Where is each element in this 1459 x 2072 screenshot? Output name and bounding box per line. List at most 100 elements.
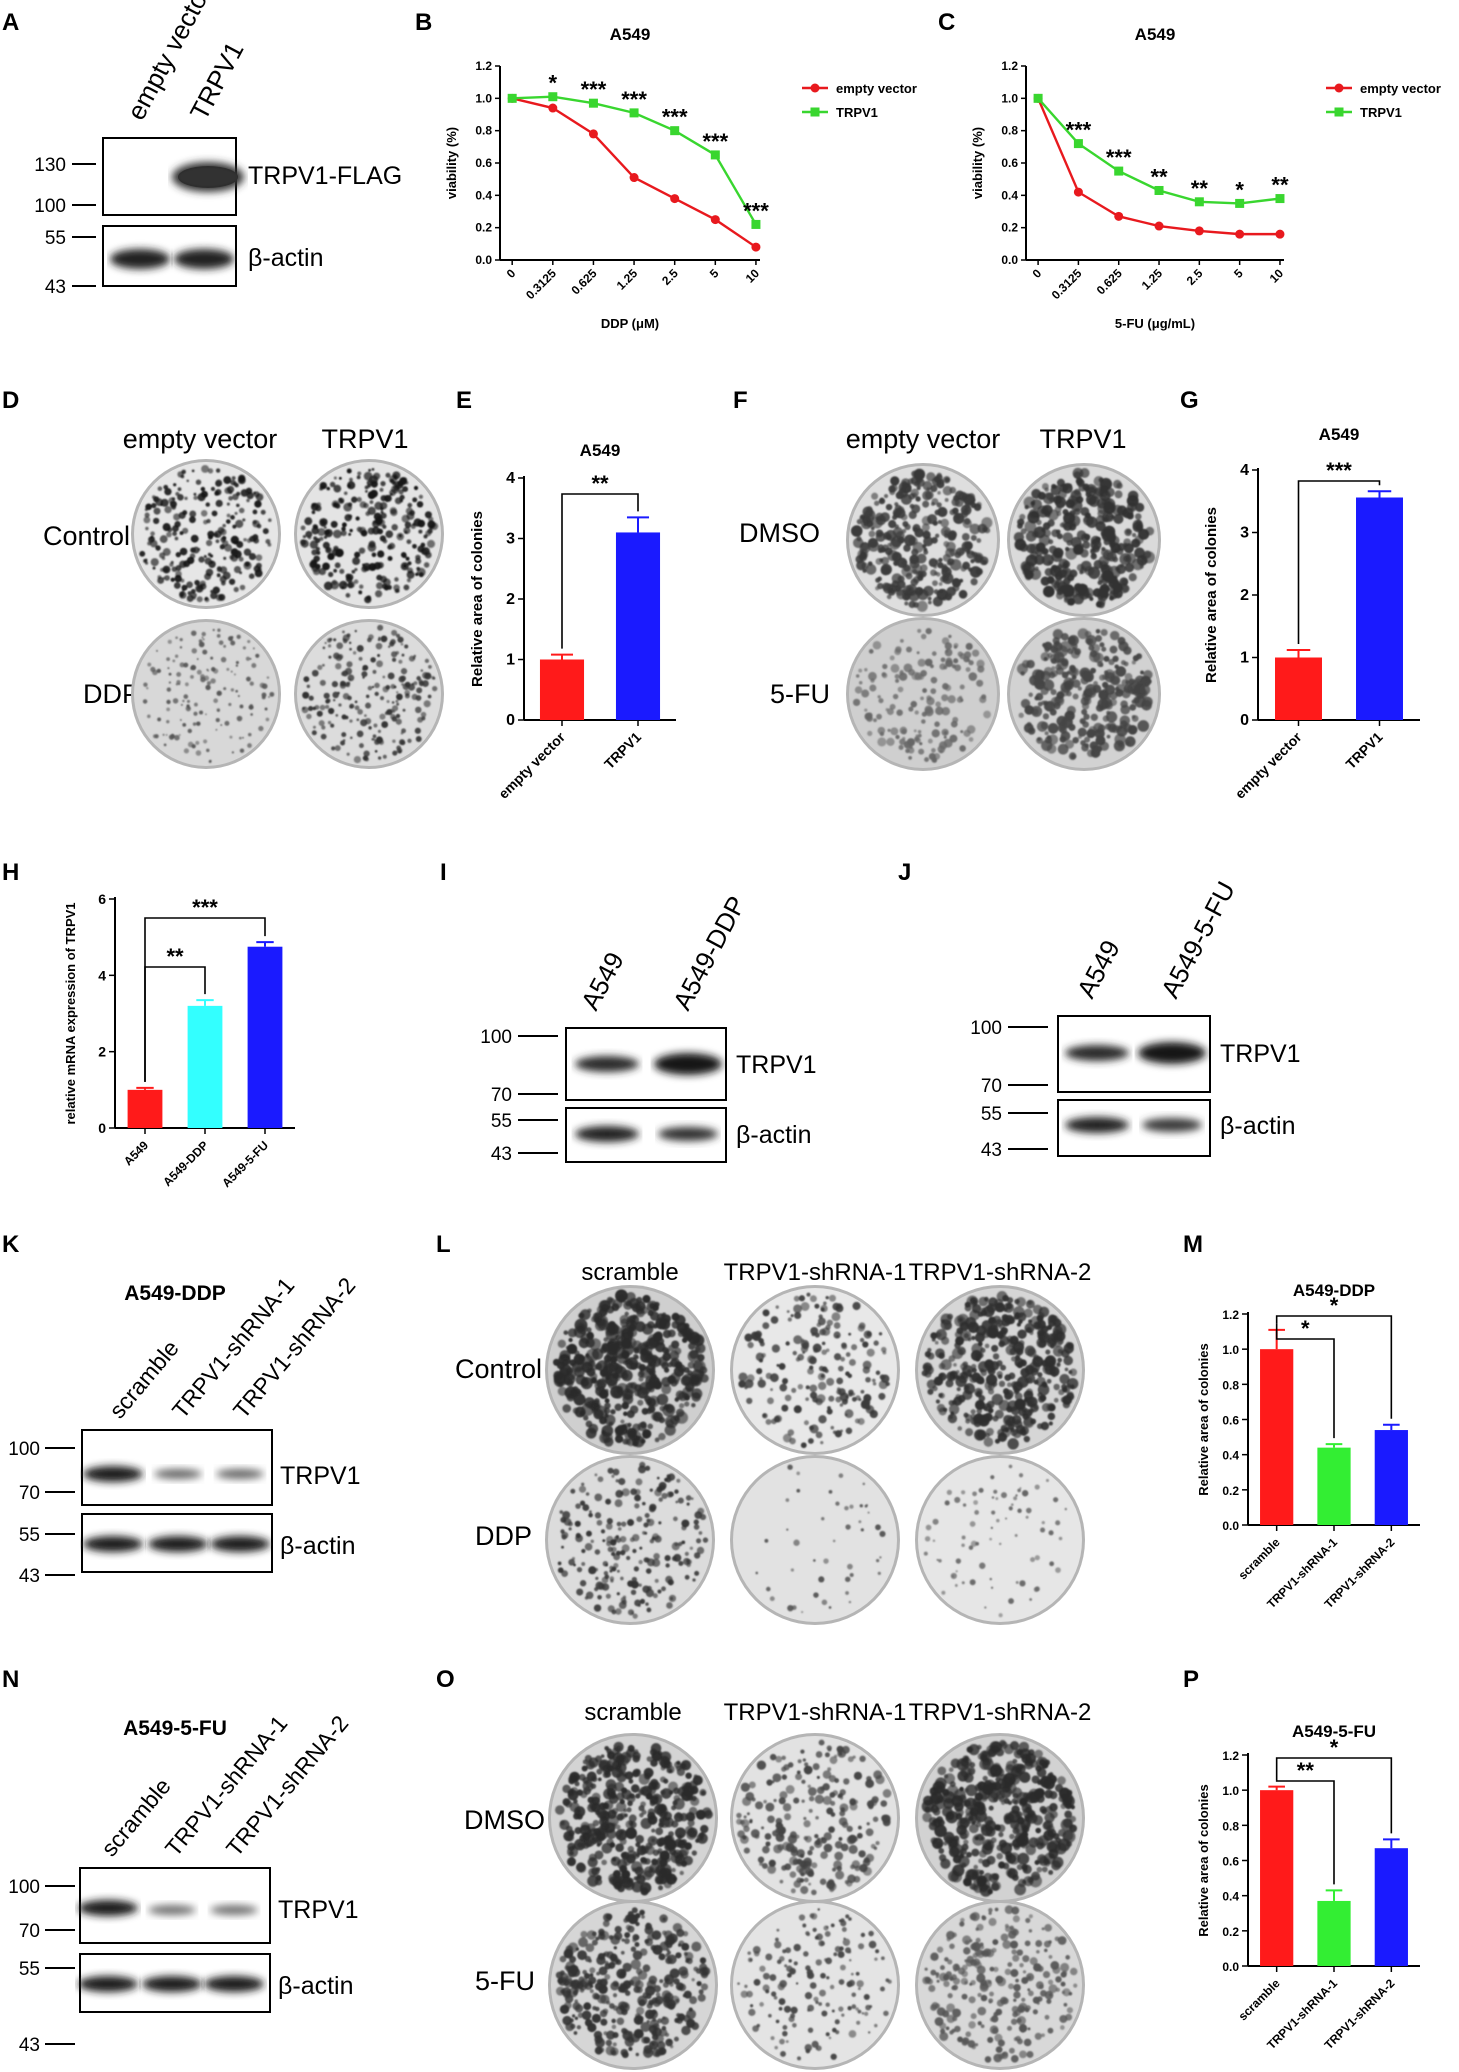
colony: [1101, 697, 1113, 709]
colony: [1029, 728, 1034, 733]
colony: [965, 1428, 974, 1437]
colony: [961, 1862, 967, 1868]
colony: [150, 666, 156, 672]
panel-label-a: A: [2, 9, 19, 36]
colony: [1101, 646, 1107, 652]
colony: [342, 630, 345, 634]
colony: [944, 1500, 950, 1506]
colony: [987, 1367, 996, 1376]
colony: [404, 521, 412, 529]
colony: [936, 502, 942, 508]
colony: [976, 1801, 986, 1811]
colony: [770, 1388, 773, 1392]
colony: [262, 528, 269, 535]
colony: [1018, 712, 1024, 719]
colony: [170, 734, 176, 739]
colony: [235, 660, 239, 665]
colony: [1013, 1419, 1023, 1429]
colony: [1057, 1357, 1063, 1363]
colony: [624, 1311, 629, 1317]
colony: [394, 577, 399, 582]
colony: [875, 1524, 881, 1531]
colony: [383, 494, 390, 502]
colony: [646, 1922, 650, 1927]
colony: [952, 507, 959, 515]
colony: [319, 704, 326, 711]
colony: [1106, 734, 1111, 739]
colony: [255, 554, 263, 561]
colony: [323, 535, 328, 539]
colony: [1034, 1586, 1040, 1592]
colony: [700, 1970, 709, 1979]
colony: [691, 1402, 696, 1408]
colony: [649, 1800, 656, 1807]
colony: [643, 1767, 654, 1778]
colony: [743, 1815, 747, 1819]
colony: [941, 707, 951, 716]
colony: [596, 1842, 601, 1847]
colony: [678, 1561, 684, 1566]
colony: [815, 1751, 823, 1758]
colony: [574, 1406, 586, 1418]
colony: [217, 628, 221, 632]
colony: [1093, 559, 1103, 569]
colony: [1021, 1863, 1028, 1871]
colony: [625, 1300, 631, 1307]
colony: [638, 1376, 644, 1382]
colony: [607, 1751, 616, 1760]
colony: [910, 700, 918, 708]
colony: [890, 536, 903, 548]
colony: [598, 1760, 609, 1770]
colony: [318, 567, 326, 576]
colony: [832, 1867, 837, 1872]
colony: [644, 1557, 651, 1563]
colony: [617, 1875, 626, 1885]
colony: [608, 1345, 619, 1356]
colony: [989, 1577, 993, 1581]
colony: [831, 1312, 841, 1322]
colony: [1016, 1749, 1023, 1756]
colony: [952, 1855, 962, 1864]
colony: [332, 698, 336, 702]
colony: [869, 684, 877, 692]
colony: [888, 586, 895, 593]
colony: [754, 1330, 762, 1338]
colony: [213, 698, 218, 704]
colony: [958, 1794, 967, 1803]
colony: [396, 693, 403, 701]
colony: [992, 1353, 1000, 1360]
colony: [569, 1771, 580, 1783]
colony: [1037, 737, 1041, 741]
colony: [367, 685, 373, 691]
colony: [767, 1397, 774, 1405]
colony: [927, 600, 932, 605]
colony: [359, 584, 364, 589]
colony: [900, 638, 904, 643]
colony: [930, 676, 938, 684]
colony: [966, 1851, 972, 1858]
colony: [625, 1877, 632, 1884]
colony: [762, 1972, 770, 1980]
colony: [579, 1500, 586, 1506]
colony: [626, 1555, 631, 1561]
colony: [996, 1852, 1003, 1860]
colony: [790, 1568, 795, 1572]
mw-label: 100: [8, 1877, 40, 1898]
colony: [659, 1804, 667, 1812]
colony: [974, 1510, 980, 1515]
colony: [403, 584, 410, 591]
colony: [216, 566, 222, 571]
colony: [791, 1387, 797, 1393]
colony: [1042, 585, 1055, 598]
colony: [1050, 688, 1057, 696]
colony: [602, 1771, 610, 1779]
colony: [614, 1781, 625, 1792]
colony: [639, 1812, 644, 1818]
colony: [833, 1353, 842, 1361]
colony: [885, 503, 893, 511]
colony: [955, 1558, 962, 1564]
colony: [618, 1754, 630, 1766]
colony: [849, 1798, 857, 1806]
colony: [1044, 731, 1049, 736]
colony: [218, 640, 224, 646]
